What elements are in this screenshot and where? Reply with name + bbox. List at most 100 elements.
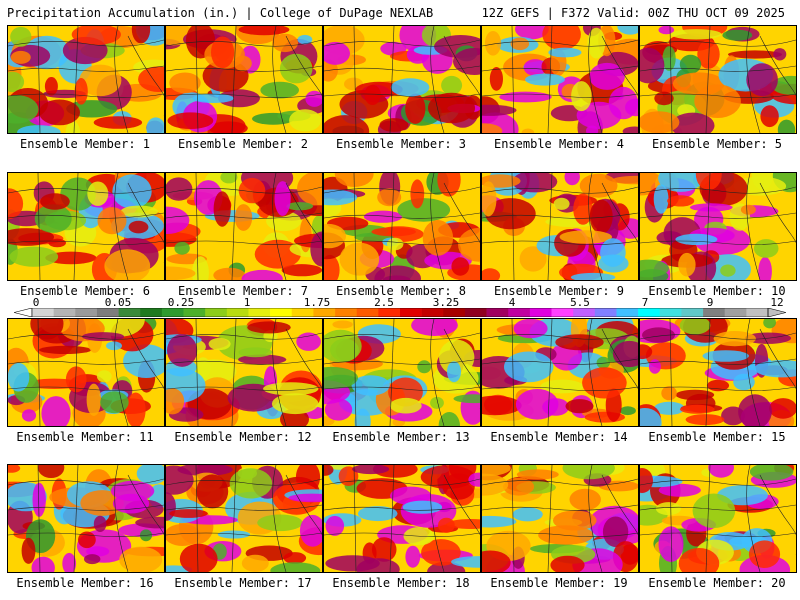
precip-blob (112, 493, 150, 514)
ensemble-panel-20[interactable] (639, 464, 797, 573)
precipitation-map (8, 26, 164, 133)
precip-blob (640, 468, 653, 493)
precip-blob (640, 344, 653, 360)
state-boundary (324, 386, 480, 391)
state-boundary (588, 26, 603, 133)
precip-blob (324, 189, 358, 206)
colorbar-tick: 4 (508, 296, 516, 309)
state-boundary (324, 65, 480, 72)
ensemble-panel-2[interactable] (165, 25, 323, 134)
precip-blob (451, 257, 470, 276)
precip-blob (65, 366, 87, 393)
colorbar-swatch (183, 308, 206, 317)
ensemble-panel-5[interactable] (639, 25, 797, 134)
state-boundary (37, 319, 41, 426)
precip-blob (640, 259, 669, 278)
state-boundary (640, 504, 796, 511)
ensemble-panel-11[interactable] (7, 318, 165, 427)
precip-blob (550, 555, 585, 572)
precip-blob (32, 482, 46, 517)
precip-blob (675, 233, 718, 245)
precip-blob (131, 26, 151, 44)
state-boundary (353, 26, 357, 133)
precip-blob (8, 188, 24, 220)
precip-blob (213, 191, 231, 227)
precip-blob (270, 562, 321, 572)
state-boundary (482, 386, 638, 391)
ensemble-panel-6[interactable] (7, 172, 165, 281)
state-boundary (640, 478, 796, 486)
colorbar-swatch (270, 308, 293, 317)
precip-blob (299, 514, 322, 547)
precip-blob (324, 41, 350, 65)
state-boundary (669, 173, 673, 280)
state-boundary (443, 182, 480, 263)
colorbar-tick: 1.75 (303, 296, 331, 309)
ensemble-member-label: Ensemble Member: 5 (651, 137, 783, 151)
state-boundary (482, 212, 638, 219)
state-boundary (511, 173, 515, 280)
precip-blob (523, 59, 547, 76)
ensemble-panel-12[interactable] (165, 318, 323, 427)
precip-blob (678, 252, 696, 277)
precip-blob (263, 382, 319, 396)
precip-blob (179, 543, 218, 572)
ensemble-panel-18[interactable] (323, 464, 481, 573)
state-boundary (166, 212, 322, 219)
ensemble-panel-19[interactable] (481, 464, 639, 573)
precip-blob (422, 220, 454, 256)
ensemble-panel-9[interactable] (481, 172, 639, 281)
precip-blob (777, 119, 796, 133)
ensemble-member-label: Ensemble Member: 4 (493, 137, 625, 151)
state-boundary (482, 65, 638, 72)
colorbar-min-arrow (14, 308, 33, 317)
precip-blob (485, 198, 536, 230)
colorbar-swatch (335, 308, 358, 317)
ensemble-panel-15[interactable] (639, 318, 797, 427)
precip-blob (339, 242, 380, 276)
precip-blob (274, 181, 291, 216)
precip-blob (40, 193, 70, 210)
ensemble-panel-3[interactable] (323, 25, 481, 134)
ensemble-panel-17[interactable] (165, 464, 323, 573)
precipitation-map (640, 26, 796, 133)
precip-blob (515, 389, 559, 420)
precip-blob (238, 26, 290, 36)
precip-blob (519, 246, 547, 272)
ensemble-member-label: Ensemble Member: 6 (19, 284, 151, 298)
precip-blob (166, 177, 193, 201)
state-boundary (353, 465, 357, 572)
precip-blob (482, 473, 509, 496)
ensemble-panel-14[interactable] (481, 318, 639, 427)
ensemble-panel-8[interactable] (323, 172, 481, 281)
precip-blob (439, 339, 475, 375)
ensemble-panel-10[interactable] (639, 172, 797, 281)
precip-blob (218, 89, 260, 108)
ensemble-panel-16[interactable] (7, 464, 165, 573)
precip-blob (356, 558, 400, 572)
precip-blob (192, 256, 209, 280)
precip-blob (86, 383, 102, 416)
precip-blob (238, 347, 273, 358)
state-boundary (640, 240, 796, 245)
ensemble-panel-1[interactable] (7, 25, 165, 134)
precip-blob (411, 319, 458, 336)
precip-blob (600, 238, 626, 267)
precip-blob (213, 267, 246, 280)
precip-blob (324, 254, 340, 280)
ensemble-panel-4[interactable] (481, 25, 639, 134)
colorbar-tick: 3.25 (432, 296, 460, 309)
state-boundary (8, 65, 164, 72)
state-boundary (430, 319, 445, 426)
precip-blob (661, 386, 677, 401)
ensemble-panel-7[interactable] (165, 172, 323, 281)
state-boundary (285, 474, 322, 555)
ensemble-panel-13[interactable] (323, 318, 481, 427)
state-boundary (482, 186, 638, 194)
precip-blob (658, 526, 684, 562)
precip-blob (559, 230, 612, 244)
precip-blob (208, 121, 248, 133)
precip-blob (10, 26, 32, 47)
precip-blob (482, 395, 522, 416)
state-boundary (231, 26, 237, 133)
